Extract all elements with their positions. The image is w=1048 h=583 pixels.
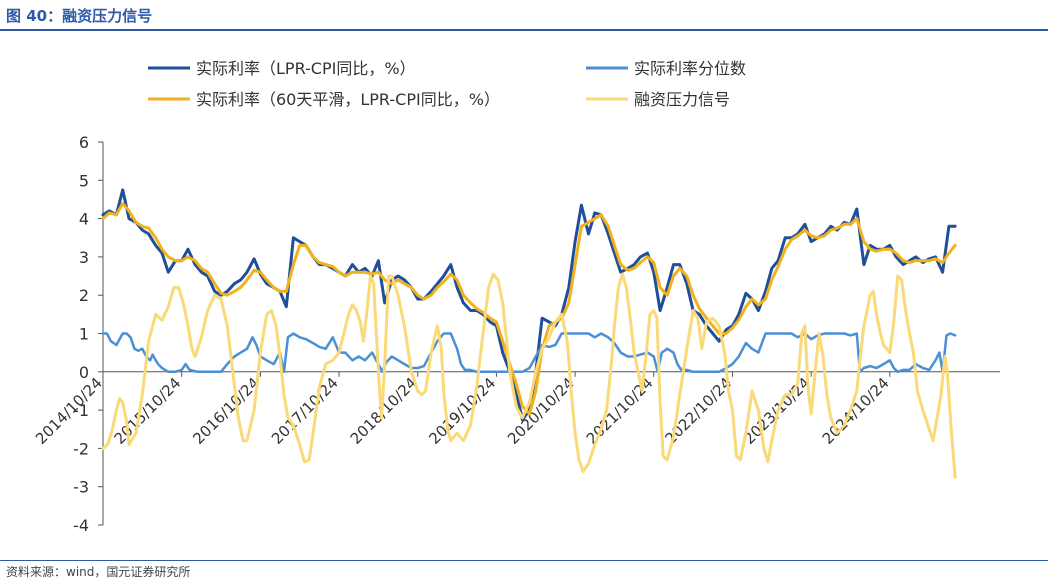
legend-label-1: 实际利率（LPR-CPI同比，%） <box>196 59 416 78</box>
footer-rule <box>0 560 1048 561</box>
y-tick-label: 1 <box>79 325 89 344</box>
line-chart: 实际利率（LPR-CPI同比，%） 实际利率分位数实际利率（60天平滑，LPR-C… <box>32 59 1000 535</box>
x-tick-label: 2021/10/24 <box>583 374 657 448</box>
series-line-3 <box>101 201 957 416</box>
y-tick-label: 6 <box>79 133 89 152</box>
legend-label-3: 实际利率（60天平滑，LPR-CPI同比，%） <box>196 90 500 109</box>
y-tick-label: -1 <box>73 401 89 420</box>
series-line-2 <box>101 332 957 374</box>
y-tick-label: 4 <box>79 210 89 229</box>
y-tick-label: -2 <box>73 439 89 458</box>
x-tick-label: 2014/10/24 <box>32 374 106 448</box>
plot-area <box>101 188 957 479</box>
legend-label-2: 实际利率分位数 <box>634 59 746 78</box>
y-tick-label: 2 <box>79 286 89 305</box>
legend-label-4: 融资压力信号 <box>634 90 730 109</box>
series-line-4 <box>101 272 957 479</box>
source-note: 资料来源：wind，国元证券研究所 <box>6 565 191 579</box>
chart-legend: 实际利率（LPR-CPI同比，%） 实际利率分位数实际利率（60天平滑，LPR-C… <box>148 59 746 109</box>
x-tick-label: 2017/10/24 <box>268 374 342 448</box>
y-tick-label: -3 <box>73 478 89 497</box>
title-rule <box>0 29 1048 31</box>
x-tick-label: 2016/10/24 <box>189 374 263 448</box>
chart-title: 图 40：融资压力信号 <box>6 7 153 25</box>
y-tick-label: 3 <box>79 248 89 267</box>
x-tick-label: 2019/10/24 <box>425 374 499 448</box>
y-tick-label: 5 <box>79 171 89 190</box>
x-tick-label: 2015/10/24 <box>111 374 185 448</box>
y-tick-label: -4 <box>73 516 89 535</box>
y-tick-label: 0 <box>79 363 89 382</box>
